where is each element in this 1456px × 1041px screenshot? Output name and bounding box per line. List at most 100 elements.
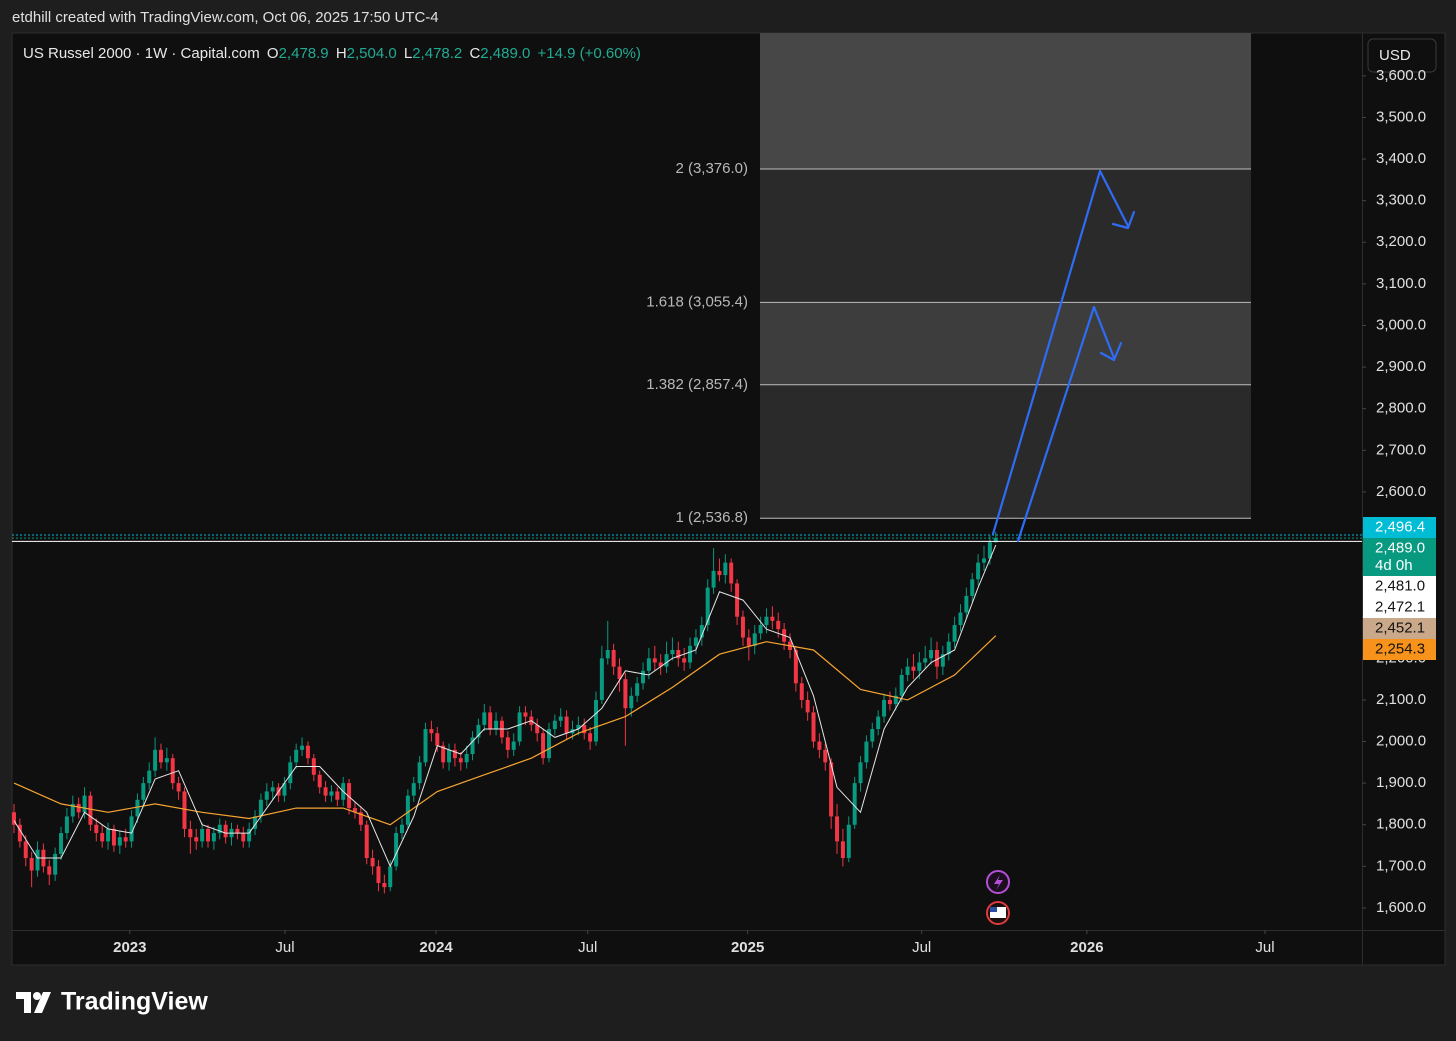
fib-zone [760,384,1251,519]
candle-body [282,783,287,796]
candle-body [11,812,16,825]
candle-body [270,787,275,792]
candle-body [917,662,922,671]
candle-body [764,616,769,626]
close-label: C [469,45,480,62]
candle-body [176,783,181,792]
candle-body [635,683,640,696]
top-bar: etdhill created with TradingView.com, Oc… [12,9,439,26]
candle-body [94,824,99,834]
currency-button[interactable] [1367,38,1437,73]
y-tick-label: 2,900.0 [1376,358,1426,375]
candle-body [582,724,587,734]
candle-body [53,853,58,875]
logo-mark [16,992,31,1013]
candle-body [970,579,975,596]
flag-canton [990,907,997,912]
y-tick-label: 3,500.0 [1376,108,1426,125]
high-value: 2,504.0 [347,45,397,62]
candle-body [182,791,187,829]
x-tick-label: Jul [1255,939,1274,956]
x-tick-label: Jul [275,939,294,956]
candle-body [370,858,375,867]
annotation-arrows [991,169,1136,543]
candle-body [599,658,604,700]
candle-body [882,699,887,717]
candle-body [423,729,428,763]
candle-body [558,716,563,721]
candle-body [688,645,693,663]
candle-body [411,783,416,796]
candle-body [576,724,581,730]
candle-body [88,795,93,825]
candle-body [258,799,263,817]
candle-body [870,729,875,742]
candle-body [447,749,452,763]
candle-body [123,837,128,842]
candle-body [429,729,434,734]
candle-body [76,803,81,813]
candle-body [70,803,75,817]
candle-body [435,733,440,746]
legend-header: US Russel 2000 · 1W · Capital.com O2,478… [23,45,641,62]
candle-body [47,866,52,875]
candle-body [147,770,152,784]
y-tick-label: 1,900.0 [1376,774,1426,791]
x-tick-label: Jul [578,939,597,956]
candle-body [82,795,87,813]
candle-body [899,674,904,696]
candle-body [405,795,410,825]
candle-body [805,699,810,713]
candle-body [35,849,40,871]
plot: 1 (2,536.8) 1.382 (2,857.4) 1.618 (3,055.4… [11,33,1362,894]
candle-body [605,649,610,659]
candle-body [482,712,487,725]
candle-body [758,625,763,634]
candle-body [264,791,269,800]
candle-body [211,833,216,842]
x-tick-label: 2024 [419,939,453,956]
candle-body [382,882,387,888]
indicator-line [13,635,997,826]
candle-body [394,833,399,867]
candle-body [746,637,751,646]
candle-body [458,758,463,763]
x-tick-label: Jul [912,939,931,956]
candle-body [929,649,934,659]
candle-body [294,749,299,763]
candle-body [329,791,334,796]
candle-body [776,620,781,630]
price-label: 2,452.1 [1375,619,1425,636]
high-label: H [336,45,347,62]
fib-label: 1.618 (3,055.4) [646,293,748,310]
candle-body [323,787,328,796]
candle-body [135,799,140,817]
candle-body [693,637,698,646]
fib-label: 1 (2,536.8) [675,509,748,526]
candle-body [770,616,775,621]
currency-label[interactable]: USD [1379,47,1411,64]
flag-glyph [990,907,1006,918]
candle-body [564,716,569,734]
projection-arrow [991,169,1130,536]
low-value: 2,478.2 [412,45,462,62]
candle-body [541,733,546,759]
logo-mark [33,992,41,1000]
candle-body [711,570,716,588]
lightning-glyph [994,875,1003,890]
candle-body [106,828,111,842]
candle-body [470,737,475,755]
candle-body [170,758,175,784]
candle-body [358,812,363,825]
candle-body [129,816,134,842]
candle-body [676,649,681,659]
fib-label: 1.382 (2,857.4) [646,376,748,393]
candle-body [846,824,851,859]
candle-body [958,612,963,626]
candle-body [205,828,210,842]
candle-body [923,658,928,663]
price-label: 2,481.0 [1375,577,1425,594]
y-tick-label: 2,700.0 [1376,441,1426,458]
candle-body [729,562,734,584]
candle-body [223,824,228,838]
